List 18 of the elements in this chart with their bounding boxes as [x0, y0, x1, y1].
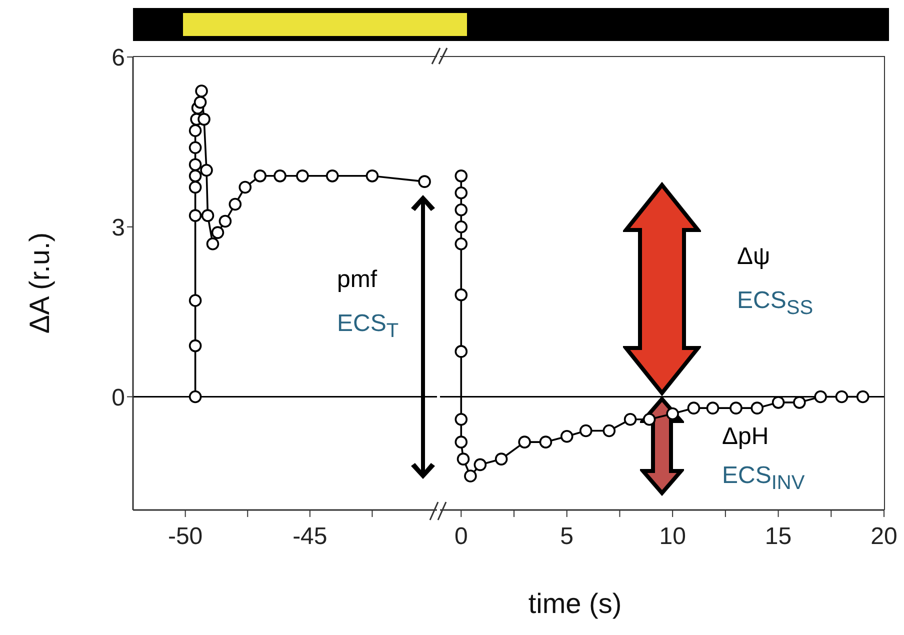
x-tick-label: -45 [292, 523, 328, 550]
y-tick-label: 6 [112, 44, 125, 72]
y-axis-title: ΔA (r.u.) [24, 232, 56, 334]
annotation: pmf [337, 266, 378, 294]
annotation: ECS$_{SS}$ [737, 287, 814, 320]
annotation: ECS$_{INV}$ [722, 462, 805, 495]
x-axis-title: time (s) [528, 588, 622, 620]
x-tick-label: 5 [560, 523, 574, 550]
y-tick-label: 0 [112, 384, 125, 412]
x-tick-label: -50 [168, 523, 203, 550]
x-tick-label: 0 [454, 523, 468, 550]
annotation: ΔpH [722, 423, 769, 451]
annotation: ECS$_{T}$ [337, 310, 399, 343]
x-tick-label: 20 [870, 523, 898, 550]
annotation: Δψ [737, 243, 770, 271]
x-tick-label: 15 [764, 523, 792, 550]
x-tick-label: 10 [659, 523, 686, 550]
y-tick-label: 3 [112, 214, 125, 242]
